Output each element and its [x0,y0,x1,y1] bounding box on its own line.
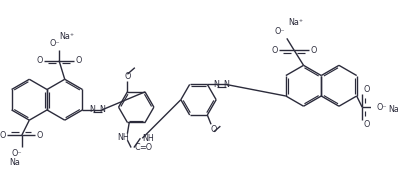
Text: O: O [364,85,370,94]
Text: O: O [36,131,43,140]
Text: N: N [99,105,105,114]
Text: Na⁺: Na⁺ [289,18,304,27]
Text: N: N [90,105,96,114]
Text: O: O [36,56,43,65]
Text: =O: =O [139,143,152,152]
Text: O: O [364,120,370,129]
Text: O⁻: O⁻ [12,149,23,158]
Text: N: N [223,80,229,89]
Text: C: C [135,143,140,152]
Text: O: O [0,131,6,140]
Text: Na⁺: Na⁺ [59,32,74,41]
Text: Na⁺: Na⁺ [388,104,398,113]
Text: Na: Na [9,158,20,167]
Text: O: O [310,46,317,55]
Text: NH: NH [142,134,154,143]
Text: O⁻: O⁻ [49,39,60,47]
Text: N: N [214,80,220,89]
Text: O⁻: O⁻ [377,103,387,112]
Text: NH: NH [117,133,129,142]
Text: O: O [75,56,82,65]
Text: O: O [211,125,217,134]
Text: O: O [271,46,278,55]
Text: O: O [124,73,131,81]
Text: O⁻: O⁻ [274,27,285,36]
